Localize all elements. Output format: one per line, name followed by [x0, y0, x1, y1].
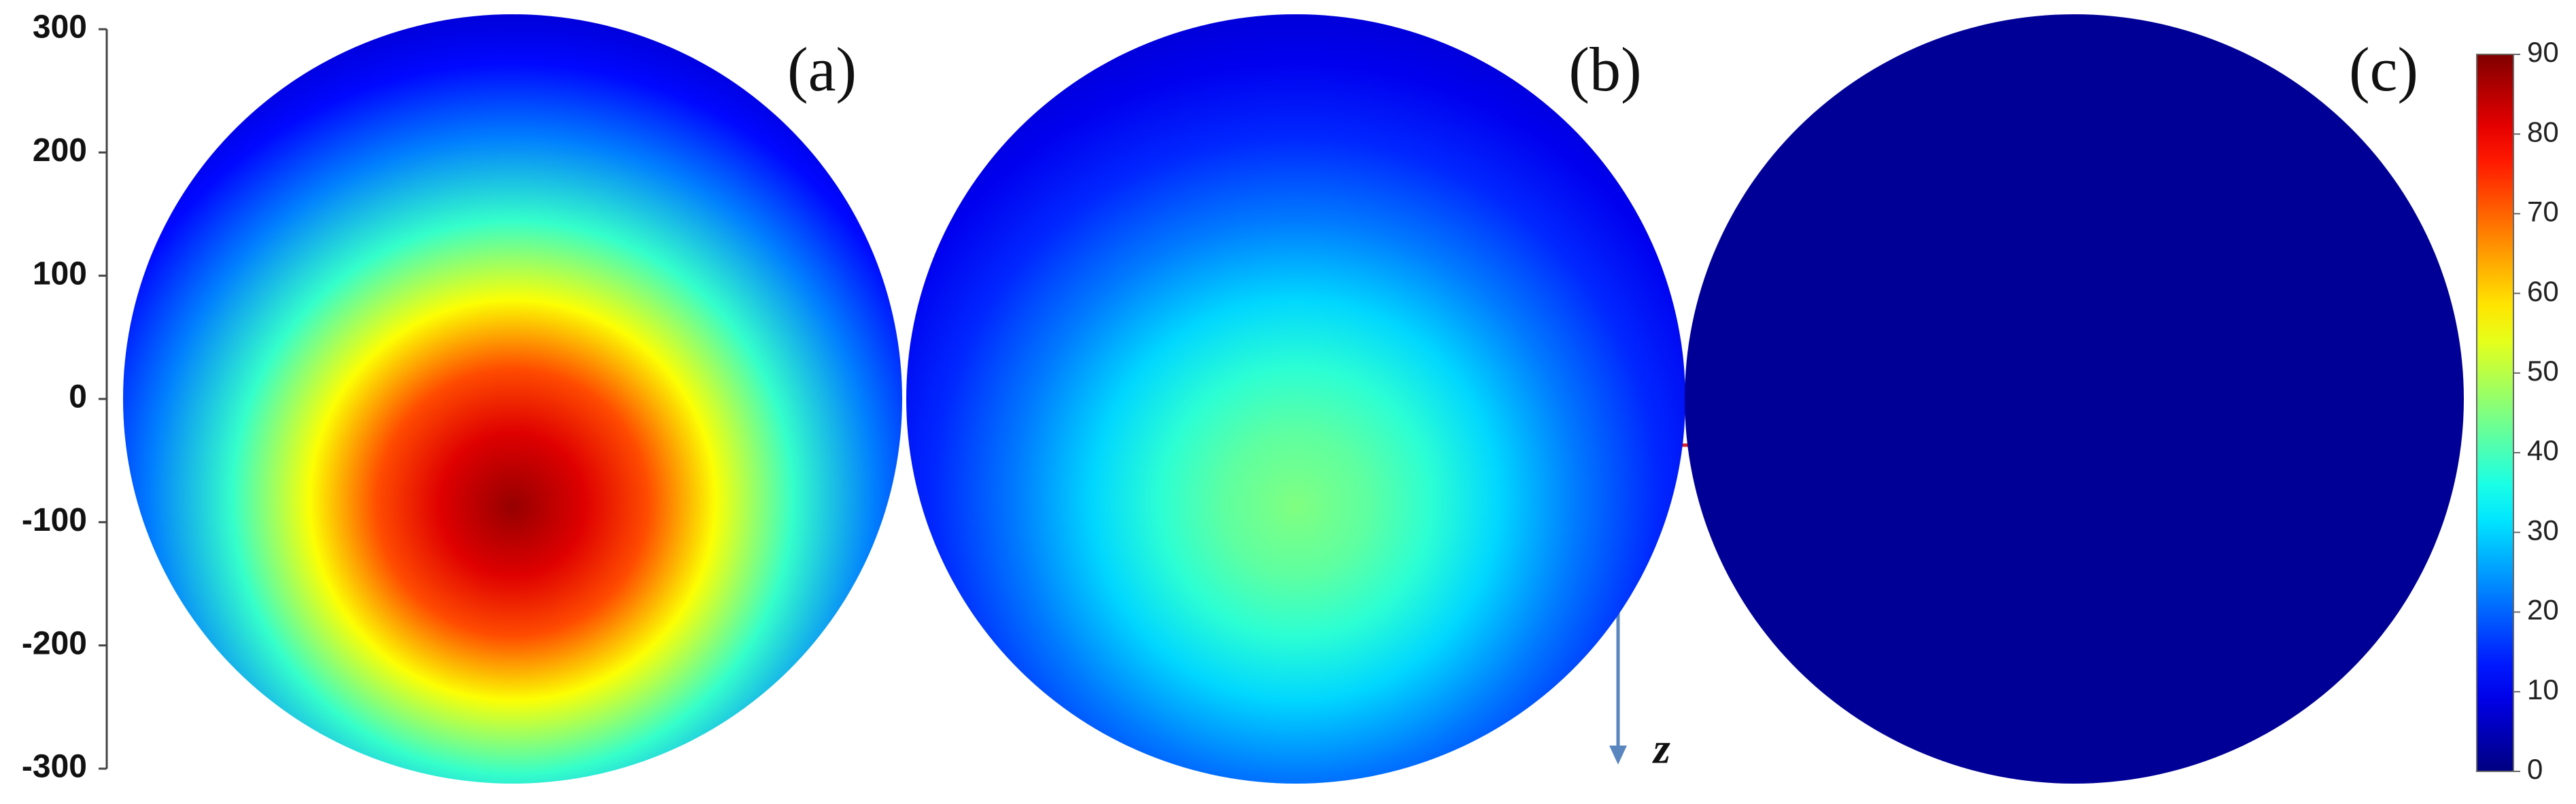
- colorbar-tick-label: 60: [2527, 275, 2559, 307]
- y-tick-label: 200: [33, 133, 87, 169]
- colorbar-tick-label: 40: [2527, 434, 2559, 466]
- y-tick-label: -300: [22, 749, 87, 785]
- heatmap-disk: [1685, 14, 2464, 784]
- colorbar: [2476, 54, 2514, 772]
- colorbar-tick-label: 90: [2527, 36, 2559, 68]
- z-arrow-head: [1609, 746, 1627, 765]
- heatmap-disk: [123, 14, 902, 784]
- heatmap-disk: [906, 14, 1685, 784]
- colorbar-tick-label: 20: [2527, 594, 2559, 626]
- colorbar-tick-label: 50: [2527, 355, 2559, 387]
- panel-label: (c): [2349, 35, 2418, 104]
- z-axis-arrow-label: z: [1652, 724, 1670, 773]
- colorbar-tick-label: 0: [2527, 753, 2543, 785]
- y-tick-label: 0: [69, 379, 87, 415]
- y-tick-label: 100: [33, 256, 87, 292]
- panel-label: (b): [1568, 35, 1641, 104]
- colorbar-tick-label: 30: [2527, 514, 2559, 546]
- y-tick-label: -200: [22, 625, 87, 661]
- panel-label: (a): [787, 35, 857, 104]
- y-tick-label: -100: [22, 502, 87, 538]
- y-tick-label: 300: [33, 10, 87, 46]
- colorbar-tick-label: 10: [2527, 674, 2559, 705]
- colorbar-tick-label: 70: [2527, 196, 2559, 228]
- colorbar-tick-label: 80: [2527, 116, 2559, 147]
